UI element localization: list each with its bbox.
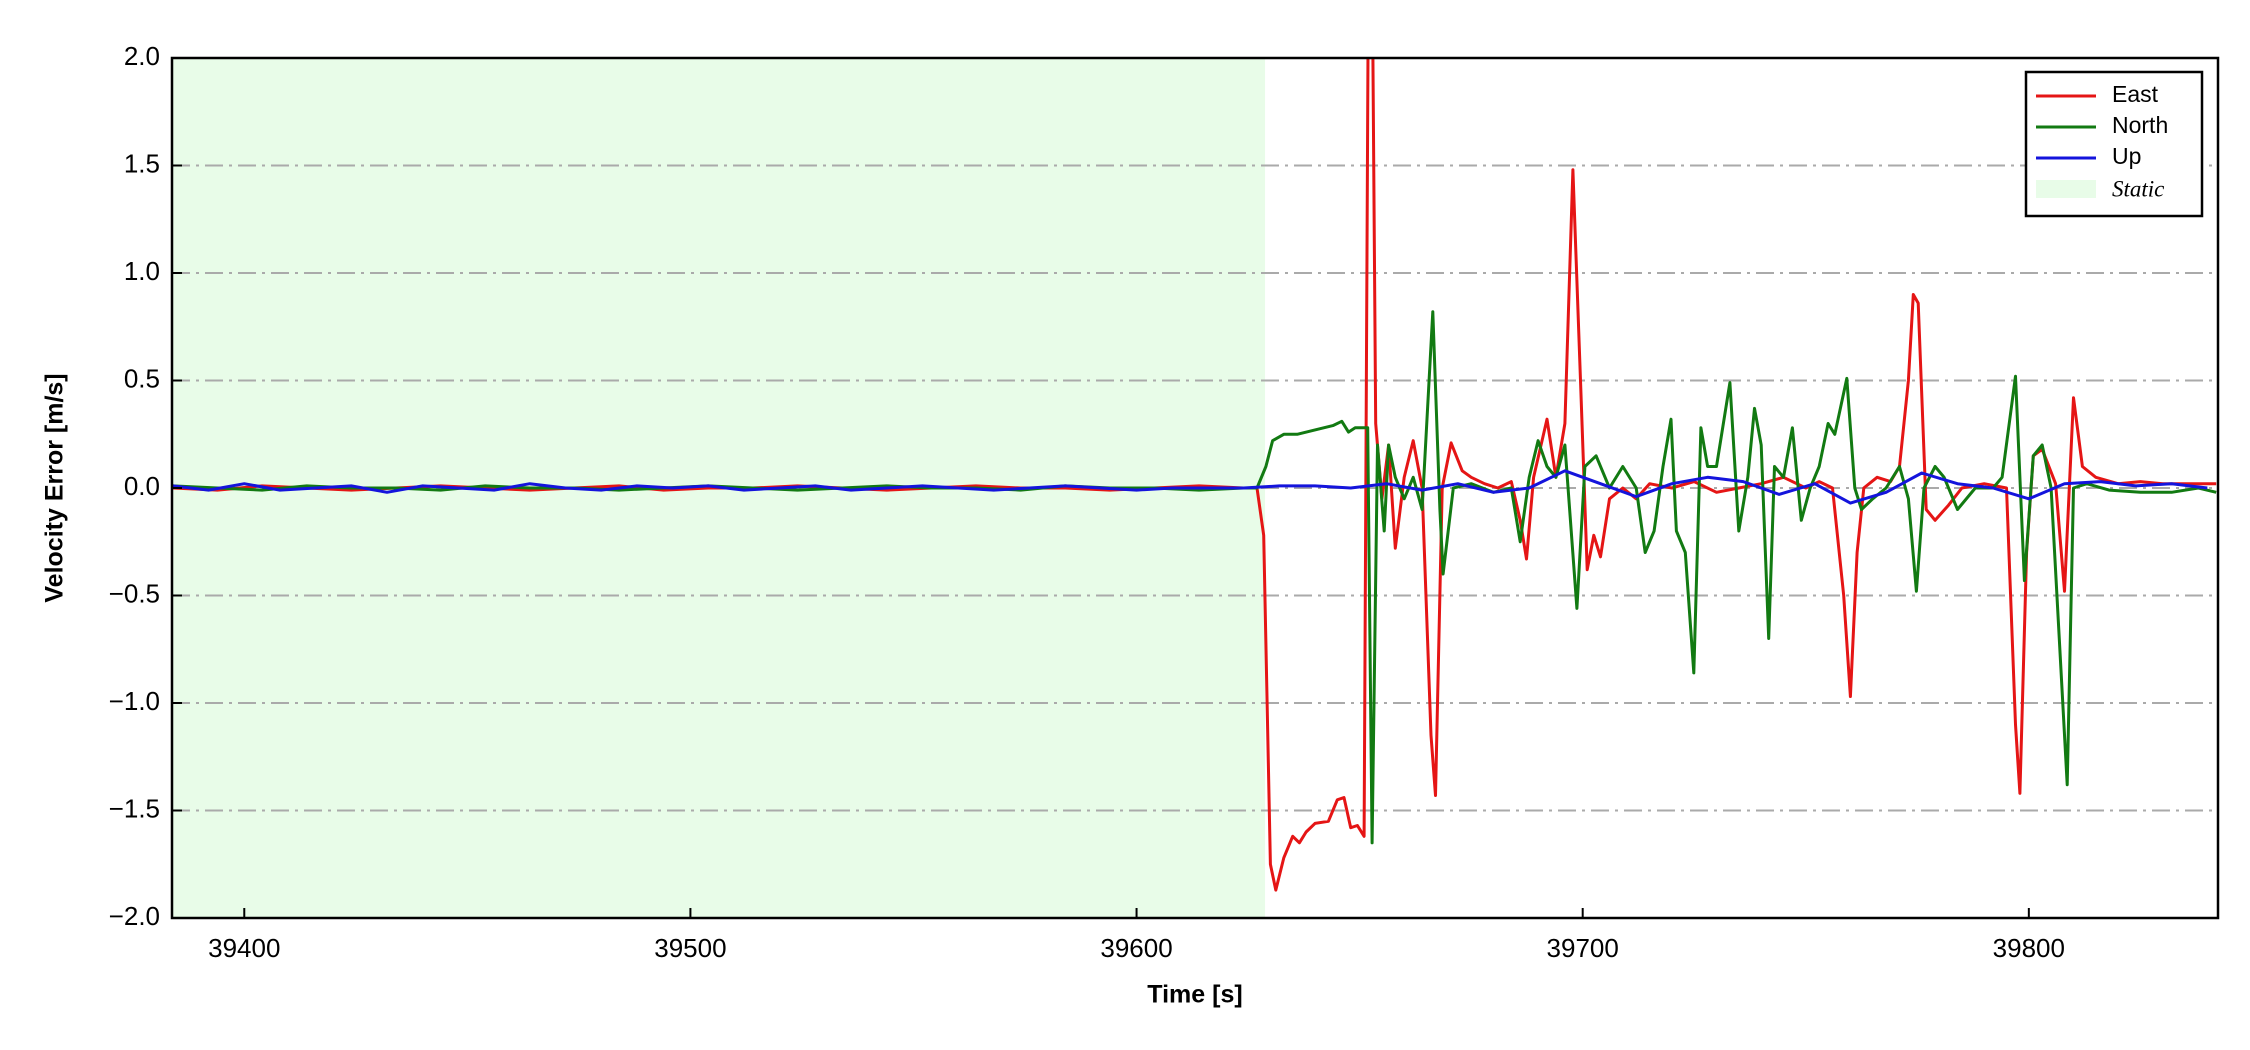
- y-tick-label: −2.0: [109, 901, 160, 931]
- y-tick-label: 0.0: [124, 471, 160, 501]
- x-tick-label: 39400: [208, 933, 280, 963]
- x-tick-label: 39500: [654, 933, 726, 963]
- legend-label: East: [2112, 81, 2159, 107]
- x-tick-label: 39800: [1993, 933, 2065, 963]
- series-line: [172, 310, 2217, 845]
- legend-swatch: [2036, 180, 2096, 198]
- lines: [172, 58, 2217, 892]
- legend-label: Static: [2112, 176, 2164, 201]
- y-tick-label: 1.0: [124, 256, 160, 286]
- y-tick-label: −1.5: [109, 793, 160, 823]
- legend-label: Up: [2112, 143, 2141, 169]
- series-line: [172, 469, 2208, 505]
- x-tick-label: 39600: [1100, 933, 1172, 963]
- y-tick-label: 0.5: [124, 363, 160, 393]
- y-tick-label: 1.5: [124, 148, 160, 178]
- y-tick-label: 2.0: [124, 41, 160, 71]
- legend: East North Up Static: [2024, 70, 2204, 218]
- y-tick-label: −1.0: [109, 686, 160, 716]
- legend-label: North: [2112, 112, 2168, 138]
- x-axis-label: Time [s]: [1147, 981, 1242, 1009]
- x-tick-label: 39700: [1547, 933, 1619, 963]
- axes: −2.0 −1.5 −1.0 −0.5 0.0 0.5 1.0 1.5 2.0 39400 3950…: [109, 41, 2065, 963]
- series-line: [172, 58, 2217, 892]
- y-axis-label: Velocity Error [m/s]: [41, 373, 69, 602]
- y-tick-label: −0.5: [109, 578, 160, 608]
